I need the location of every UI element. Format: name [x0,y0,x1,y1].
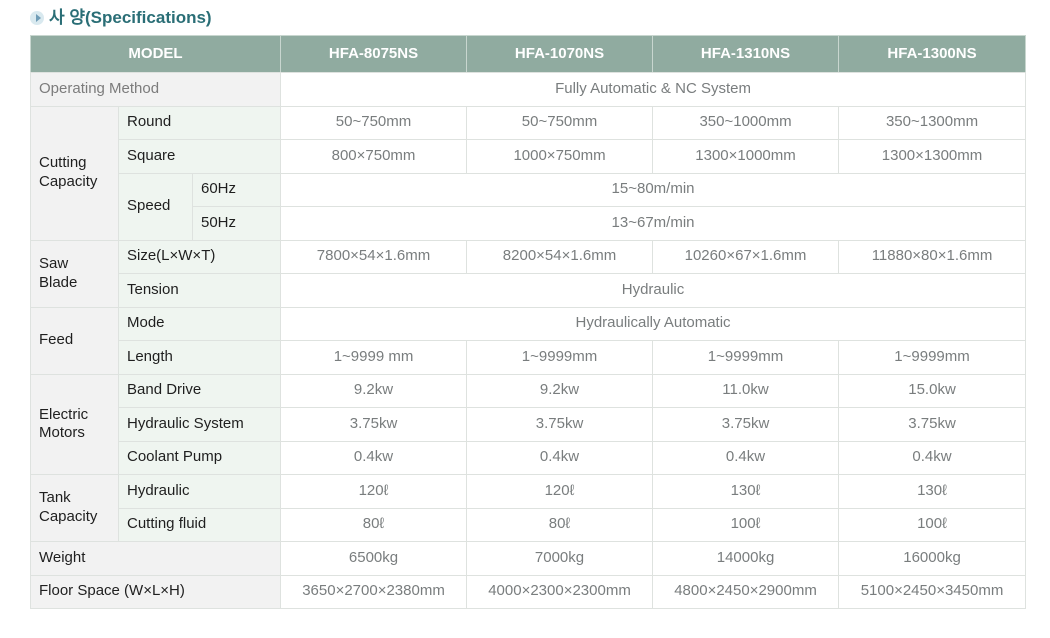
label-50hz: 50Hz [191,206,282,241]
label-speed: Speed [118,172,193,241]
value-floor-space-0: 3650×2700×2380mm [280,574,468,609]
play-bullet-icon [30,11,44,25]
value-tank-hydraulic-2: 130ℓ [652,474,840,509]
value-size-2: 10260×67×1.6mm [652,239,840,274]
row-speed-60hz: Speed 60Hz 15~80m/min [31,172,1027,241]
value-hydraulic-system-0: 3.75kw [280,407,468,442]
row-floor-space: Floor Space (W×L×H) 3650×2700×2380mm 400… [29,574,1027,609]
value-operating-method: Fully Automatic & NC System [280,72,1027,107]
header-hfa-1300ns: HFA-1300NS [838,35,1027,73]
value-speed-60hz: 15~80m/min [280,172,1027,207]
value-coolant-pump-0: 0.4kw [280,440,468,475]
value-tension: Hydraulic [280,273,1027,308]
row-cutting-round: Cutting Capacity Round 50~750mm 50~750mm… [30,105,1027,241]
value-size-3: 11880×80×1.6mm [838,239,1027,274]
value-weight-3: 16000kg [838,541,1027,576]
row-band-drive: Electric Motors Band Drive 9.2kw 9.2kw 1… [30,373,1027,475]
label-size: Size(L×W×T) [117,239,282,274]
value-tank-hydraulic-1: 120ℓ [466,474,654,509]
value-square-1: 1000×750mm [466,139,654,174]
value-hydraulic-system-2: 3.75kw [652,407,840,442]
value-band-drive-3: 15.0kw [838,373,1027,408]
value-tank-hydraulic-3: 130ℓ [838,474,1027,509]
header-hfa-1310ns: HFA-1310NS [652,35,840,73]
value-cutting-fluid-2: 100ℓ [652,507,840,542]
value-round-3: 350~1300mm [838,105,1027,140]
value-floor-space-1: 4000×2300×2300mm [466,574,654,609]
label-cutting-fluid: Cutting fluid [117,507,282,542]
label-floor-space: Floor Space (W×L×H) [29,574,282,609]
row-feed-mode: Feed Mode Hydraulically Automatic [30,306,1027,375]
value-mode: Hydraulically Automatic [280,306,1027,341]
value-band-drive-1: 9.2kw [466,373,654,408]
header-model: MODEL [29,35,282,73]
row-cutting-fluid: Cutting fluid 80ℓ 80ℓ 100ℓ 100ℓ [31,507,1027,542]
value-round-0: 50~750mm [280,105,468,140]
value-round-1: 50~750mm [466,105,654,140]
value-size-0: 7800×54×1.6mm [280,239,468,274]
value-coolant-pump-1: 0.4kw [466,440,654,475]
label-coolant-pump: Coolant Pump [117,440,282,475]
value-weight-2: 14000kg [652,541,840,576]
value-round-2: 350~1000mm [652,105,840,140]
row-operating-method: Operating Method Fully Automatic & NC Sy… [29,72,1027,107]
value-square-3: 1300×1300mm [838,139,1027,174]
label-tank-capacity: Tank Capacity [30,474,119,542]
row-coolant-pump: Coolant Pump 0.4kw 0.4kw 0.4kw 0.4kw [31,440,1027,475]
value-cutting-fluid-0: 80ℓ [280,507,468,542]
row-feed-length: Length 1~9999 mm 1~9999mm 1~9999mm 1~999… [31,340,1027,375]
label-tank-hydraulic: Hydraulic [117,474,282,509]
row-saw-blade-size: Saw Blade Size(L×W×T) 7800×54×1.6mm 8200… [30,239,1027,308]
value-length-2: 1~9999mm [652,340,840,375]
value-size-1: 8200×54×1.6mm [466,239,654,274]
section-title: 사 양(Specifications) [30,8,1050,28]
label-operating-method: Operating Method [29,72,282,107]
value-square-2: 1300×1000mm [652,139,840,174]
specifications-section: 사 양(Specifications) MODEL HFA-8075NS HFA… [29,8,1050,609]
value-floor-space-2: 4800×2450×2900mm [652,574,840,609]
label-mode: Mode [117,306,282,341]
value-coolant-pump-2: 0.4kw [652,440,840,475]
value-tank-hydraulic-0: 120ℓ [280,474,468,509]
value-band-drive-2: 11.0kw [652,373,840,408]
specifications-table: MODEL HFA-8075NS HFA-1070NS HFA-1310NS H… [29,35,1027,609]
value-hydraulic-system-3: 3.75kw [838,407,1027,442]
header-hfa-1070ns: HFA-1070NS [466,35,654,73]
label-cutting-capacity: Cutting Capacity [30,105,119,241]
row-saw-blade-tension: Tension Hydraulic [31,273,1027,308]
value-coolant-pump-3: 0.4kw [838,440,1027,475]
label-weight: Weight [29,541,282,576]
section-title-text: 사 양(Specifications) [49,8,212,27]
label-tension: Tension [117,273,282,308]
label-feed: Feed [30,306,119,375]
row-weight: Weight 6500kg 7000kg 14000kg 16000kg [29,541,1027,576]
value-square-0: 800×750mm [280,139,468,174]
row-hydraulic-system: Hydraulic System 3.75kw 3.75kw 3.75kw 3.… [31,407,1027,442]
label-saw-blade: Saw Blade [30,239,119,308]
value-band-drive-0: 9.2kw [280,373,468,408]
label-square: Square [117,139,282,174]
value-length-0: 1~9999 mm [280,340,468,375]
row-cutting-square: Square 800×750mm 1000×750mm 1300×1000mm … [31,139,1027,174]
value-hydraulic-system-1: 3.75kw [466,407,654,442]
label-60hz: 60Hz [191,172,282,207]
row-tank-hydraulic: Tank Capacity Hydraulic 120ℓ 120ℓ 130ℓ 1… [30,474,1027,542]
value-cutting-fluid-1: 80ℓ [466,507,654,542]
row-speed-50hz: 50Hz 13~67m/min [31,206,1027,241]
label-electric-motors: Electric Motors [30,373,119,475]
value-speed-50hz: 13~67m/min [280,206,1027,241]
label-length: Length [117,340,282,375]
header-hfa-8075ns: HFA-8075NS [280,35,468,73]
label-band-drive: Band Drive [117,373,282,408]
header-row: MODEL HFA-8075NS HFA-1070NS HFA-1310NS H… [29,35,1027,73]
value-weight-0: 6500kg [280,541,468,576]
value-cutting-fluid-3: 100ℓ [838,507,1027,542]
value-weight-1: 7000kg [466,541,654,576]
value-floor-space-3: 5100×2450×3450mm [838,574,1027,609]
value-length-3: 1~9999mm [838,340,1027,375]
label-hydraulic-system: Hydraulic System [117,407,282,442]
label-round: Round [117,105,282,140]
value-length-1: 1~9999mm [466,340,654,375]
